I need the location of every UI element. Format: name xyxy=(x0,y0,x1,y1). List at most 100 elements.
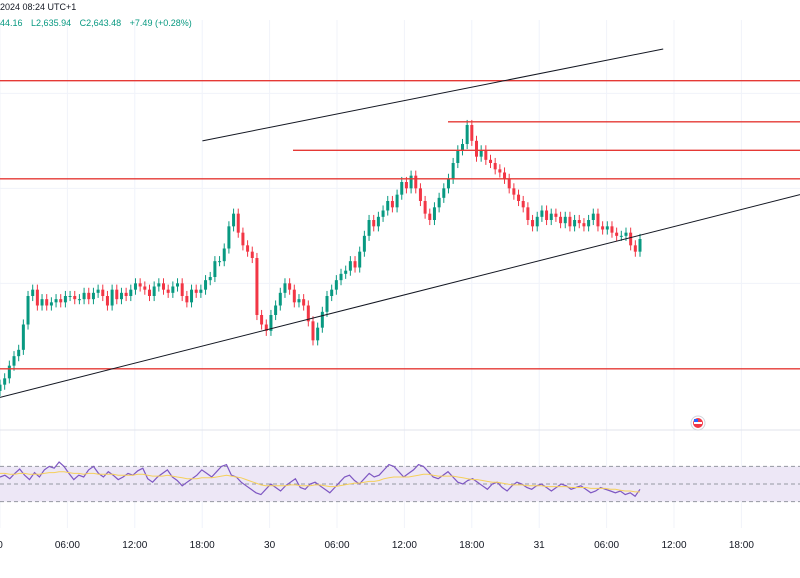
candle-body xyxy=(633,245,637,252)
channel-lower-line xyxy=(0,194,800,398)
channel-upper-line xyxy=(202,48,664,142)
rsi-line xyxy=(0,461,641,498)
x-tick-label: 31 xyxy=(534,540,546,551)
candle-body xyxy=(162,283,166,290)
candle-body xyxy=(264,324,268,331)
candle-body xyxy=(386,201,390,211)
candle-body xyxy=(0,384,2,391)
candle-body xyxy=(283,283,287,293)
candle-body xyxy=(540,210,544,217)
candle-body xyxy=(376,216,380,227)
candle-body xyxy=(222,248,226,262)
candle-body xyxy=(404,182,408,189)
candle-body xyxy=(204,280,208,290)
candle-body xyxy=(362,235,366,252)
candle-body xyxy=(124,292,128,296)
candle-body xyxy=(190,289,194,303)
candle-body xyxy=(596,213,600,227)
candle-body xyxy=(484,150,488,160)
candle-body xyxy=(465,125,469,144)
candle-body xyxy=(474,140,478,157)
candle-body xyxy=(507,178,511,189)
rsi-ma-line xyxy=(0,471,640,493)
candle-body xyxy=(45,299,49,306)
candle-body xyxy=(577,220,581,224)
candle-body xyxy=(470,125,474,141)
candle-body xyxy=(101,289,105,296)
candle-body xyxy=(166,289,170,293)
candle-body xyxy=(119,292,123,300)
candle-body xyxy=(77,299,81,301)
candle-body xyxy=(339,273,343,281)
candle-body xyxy=(409,175,413,189)
candle-body xyxy=(250,251,254,258)
candle-body xyxy=(213,261,217,277)
candle-body xyxy=(428,213,432,220)
candle-body xyxy=(493,163,497,170)
candle-body xyxy=(194,289,198,293)
candle-body xyxy=(255,258,259,315)
candle-body xyxy=(12,356,16,366)
candle-body xyxy=(573,220,577,227)
candle-body xyxy=(615,232,619,236)
candle-body xyxy=(330,289,334,296)
candle-body xyxy=(278,292,282,306)
candle-body xyxy=(531,220,535,227)
candle-body xyxy=(512,188,516,195)
candle-body xyxy=(176,283,180,287)
candle-body xyxy=(358,251,362,268)
x-tick-label: 18:00 xyxy=(459,540,484,551)
candle-body xyxy=(21,324,25,350)
candle-body xyxy=(49,302,53,306)
candle-body xyxy=(381,210,385,217)
candle-body xyxy=(73,296,77,300)
candle-body xyxy=(446,178,450,189)
candle-body xyxy=(437,197,441,208)
header-ohlc: 44.16 L2,635.94 C2,643.48 +7.49 (+0.28%) xyxy=(0,18,192,28)
candle-body xyxy=(297,299,301,303)
candle-body xyxy=(316,327,320,341)
candle-body xyxy=(638,239,642,252)
candle-body xyxy=(91,292,95,300)
candle-body xyxy=(288,283,292,290)
candle-body xyxy=(320,311,324,328)
candle-body xyxy=(559,216,563,224)
candle-body xyxy=(414,175,418,189)
candle-body xyxy=(353,261,357,268)
candle-body xyxy=(549,213,553,220)
candle-body xyxy=(460,144,464,151)
candle-body xyxy=(395,194,399,208)
candle-body xyxy=(171,286,175,293)
candle-body xyxy=(133,283,137,290)
candle-body xyxy=(624,232,628,236)
candle-body xyxy=(147,289,151,296)
x-tick-label: 06:00 xyxy=(55,540,80,551)
candle-body xyxy=(26,296,30,325)
x-tick-label: 30 xyxy=(264,540,276,551)
candle-body xyxy=(31,289,35,296)
candle-body xyxy=(63,296,67,303)
candle-body xyxy=(246,245,250,252)
header-value-fragment: 44.16 xyxy=(0,18,23,28)
us-flag-icon-canton xyxy=(694,419,698,422)
candle-body xyxy=(587,220,591,227)
candle-body xyxy=(96,289,100,293)
candle-body xyxy=(629,232,633,246)
candle-body xyxy=(344,270,348,274)
candle-body xyxy=(348,261,352,271)
candle-body xyxy=(372,220,376,227)
candle-body xyxy=(54,299,58,303)
candle-body xyxy=(456,150,460,163)
candle-body xyxy=(260,315,264,325)
x-tick-label: 12:00 xyxy=(661,540,686,551)
candle-body xyxy=(517,194,521,201)
candle-body xyxy=(3,378,7,385)
candle-body xyxy=(605,226,609,230)
candle-body xyxy=(269,315,273,331)
candle-body xyxy=(87,292,91,300)
candle-body xyxy=(292,289,296,303)
candle-body xyxy=(218,261,222,263)
candle-body xyxy=(274,305,278,315)
candle-body xyxy=(423,201,427,214)
